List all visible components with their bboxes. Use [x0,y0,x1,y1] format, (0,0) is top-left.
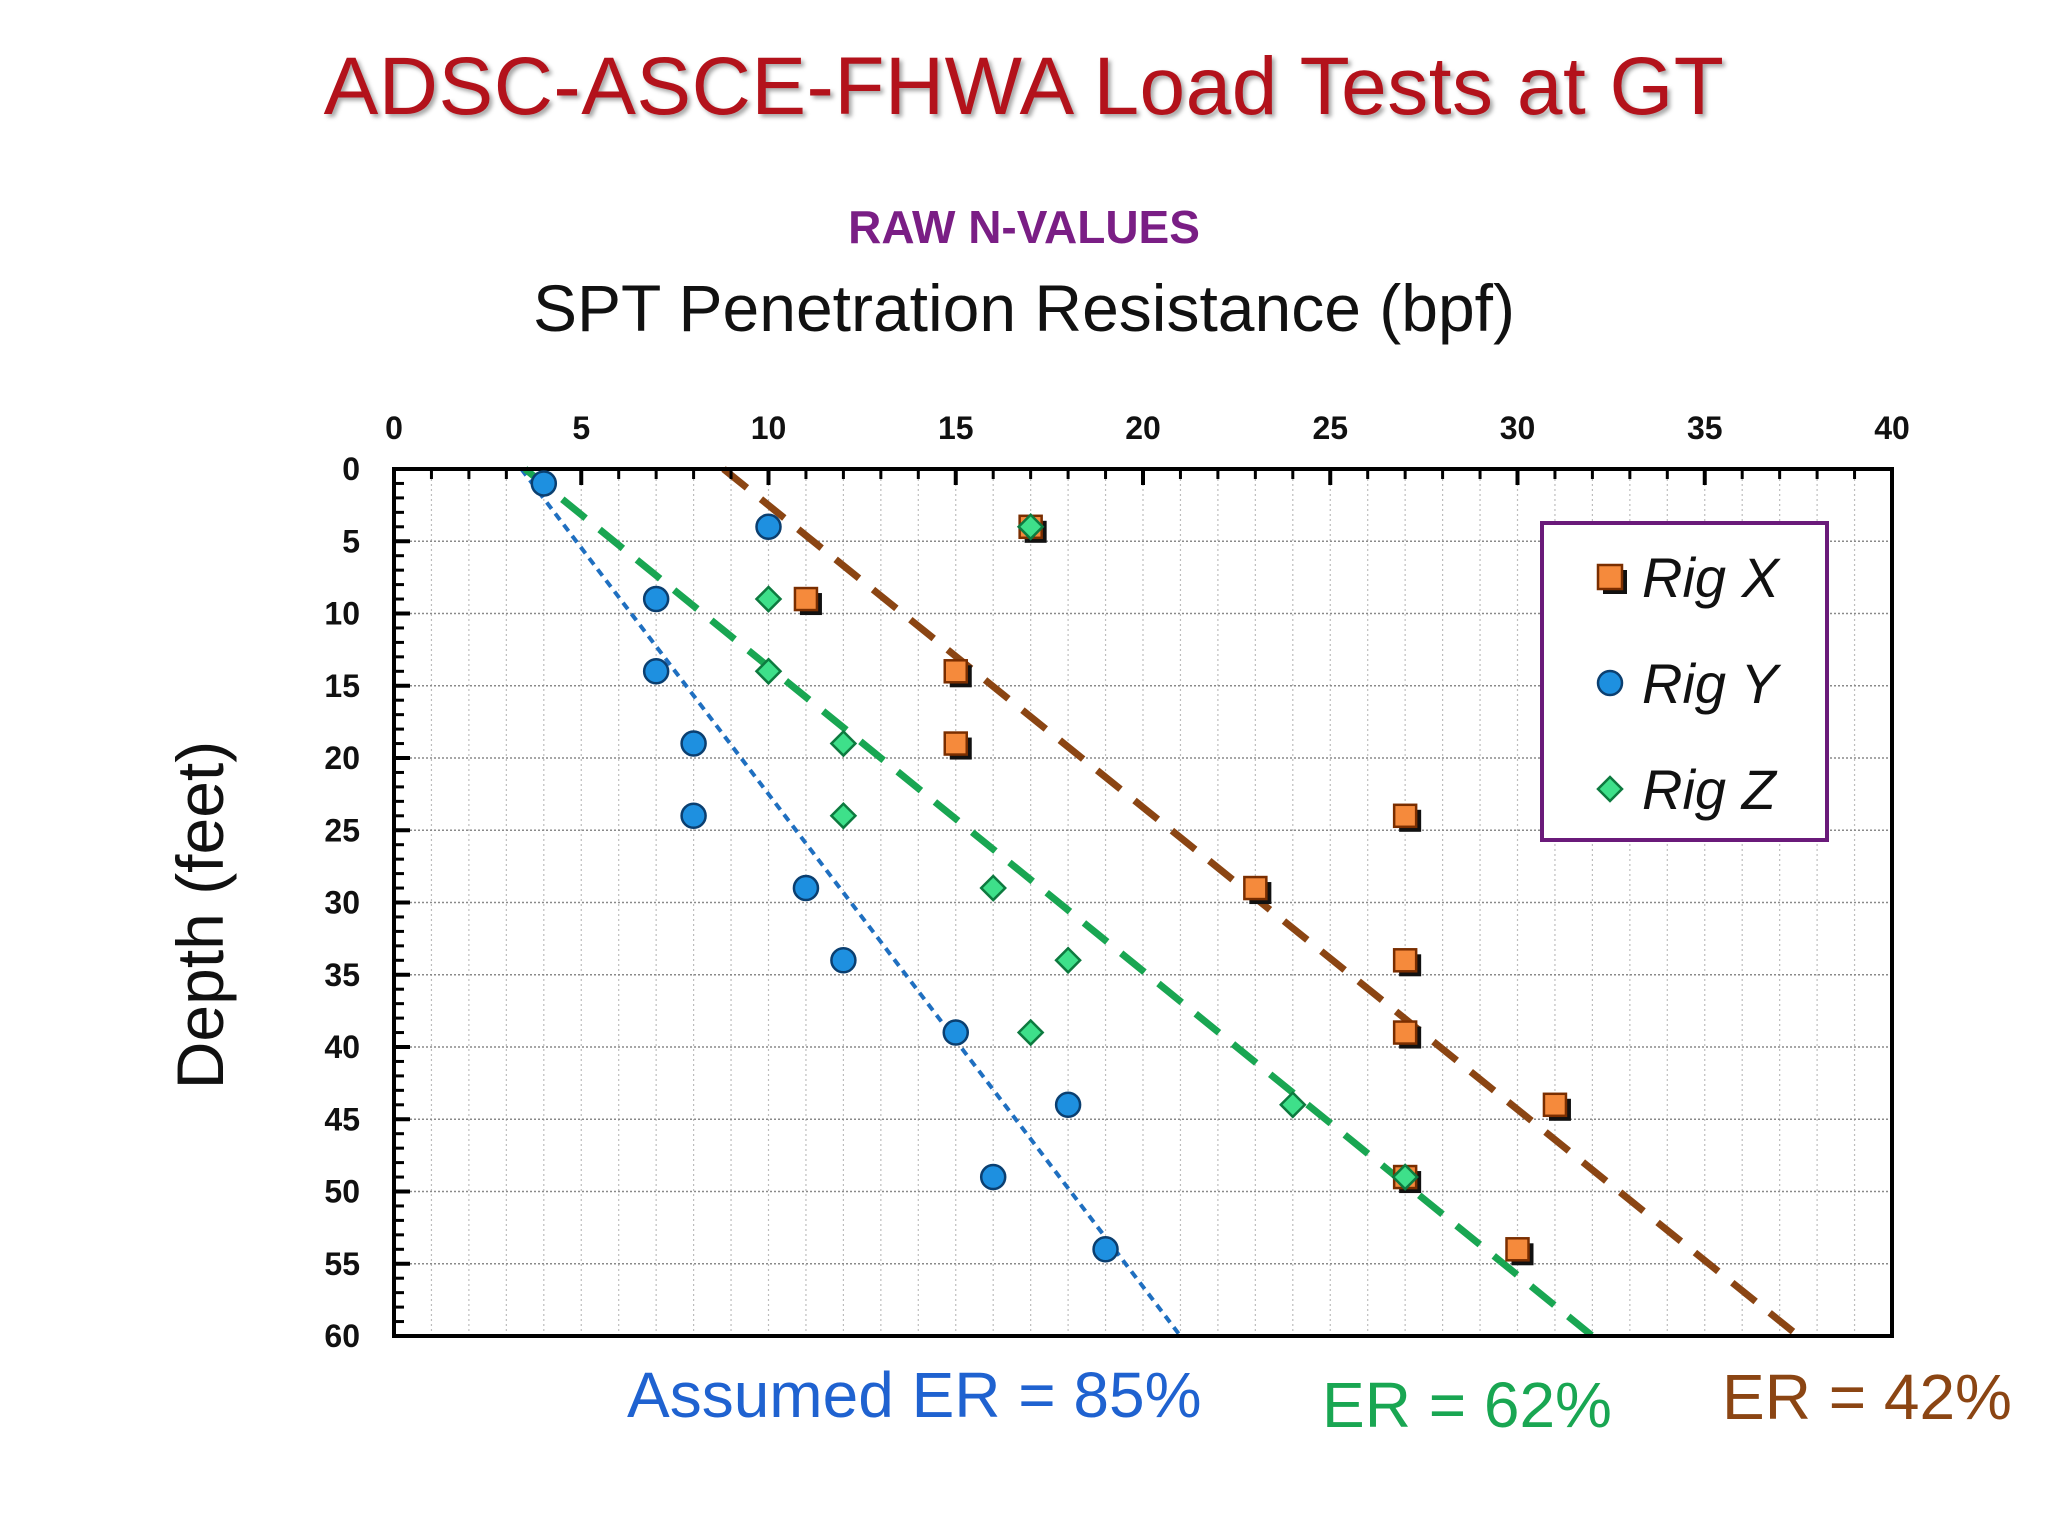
legend: Rig X Rig Y Rig Z [1540,521,1829,842]
points-layer [530,470,1571,1266]
rig-z-point [829,729,858,758]
legend-label-rig-z: Rig Z [1642,758,1778,821]
x-tick-label: 0 [385,410,403,446]
rig-y-point [642,585,670,613]
rig-x-point [943,731,968,756]
rig-x-point [1392,803,1418,829]
y-tick-label: 60 [324,1318,360,1354]
y-tick-label: 15 [324,668,360,704]
rig-x-point [1392,948,1418,973]
rig-y-point [1054,1091,1082,1119]
x-tick-label: 15 [938,410,974,446]
y-tick-label: 0 [342,451,360,487]
rig-z-point [1391,1163,1419,1191]
legend-marker-rig-x [1596,563,1624,591]
y-tick-label: 40 [324,1029,360,1065]
rig-z-point [754,585,783,613]
rig-z-point [1279,1091,1307,1119]
x-tick-label: 30 [1500,410,1536,446]
legend-marker-rig-z [1596,775,1624,803]
rig-y-point [942,1019,969,1046]
rig-y-point [830,947,857,974]
rig-z-point [754,657,783,686]
er-62-label: ER = 62% [1322,1369,1612,1441]
slide-title: ADSC-ASCE-FHWA Load Tests at GT [323,41,1725,132]
rig-y-point [680,802,707,830]
y-tick-label: 20 [324,740,360,776]
y-tick-label: 55 [324,1246,360,1282]
y-tick-label: 35 [324,957,360,993]
er-42-label: ER = 42% [1722,1361,2012,1433]
x-axis-title: SPT Penetration Resistance (bpf) [533,271,1515,345]
rig-z-point [1016,1018,1045,1047]
y-tick-label: 10 [324,596,360,632]
rig-x-point [943,659,968,684]
rig-z-point [829,802,858,830]
x-tick-label: 5 [572,410,590,446]
y-tick-label: 30 [324,885,360,921]
y-tick-label: 45 [324,1101,360,1137]
rig-x-point [1392,1020,1418,1045]
er-85-label: Assumed ER = 85% [627,1359,1202,1431]
rig-x-point [1505,1237,1530,1262]
legend-label-rig-y: Rig Y [1642,652,1782,715]
legend-box [1540,521,1829,842]
rig-x-point [1243,875,1268,901]
rig-x-point [793,586,819,612]
axis-layer: 0 5 10 15 20 25 30 35 40 0 5 10 15 20 25 30 35 40 45 50 55 60 [324,410,1909,1354]
rig-x-point [1542,1092,1568,1118]
x-tick-label: 20 [1125,410,1161,446]
x-tick-label: 40 [1874,410,1910,446]
rig-y-point [642,658,670,685]
x-tick-label: 35 [1687,410,1723,446]
trend-line-1 [522,466,1595,1339]
legend-marker-rig-y [1596,669,1624,697]
rig-y-point [680,730,707,757]
rig-y-point [530,470,558,497]
rig-z-point [979,874,1007,902]
x-tick-label: 10 [751,410,787,446]
y-tick-label: 25 [324,812,360,848]
legend-label-rig-x: Rig X [1642,546,1782,609]
rig-z-point [1054,946,1082,975]
rig-y-point [979,1163,1007,1191]
y-tick-label: 50 [324,1174,360,1210]
rig-y-point [755,513,782,541]
x-tick-label: 25 [1312,410,1348,446]
y-tick-label: 5 [342,523,360,559]
rig-y-point [1092,1236,1119,1263]
rig-y-point [792,874,820,902]
chart-subtitle: RAW N-VALUES [848,201,1200,253]
rig-z-point [1016,513,1045,541]
